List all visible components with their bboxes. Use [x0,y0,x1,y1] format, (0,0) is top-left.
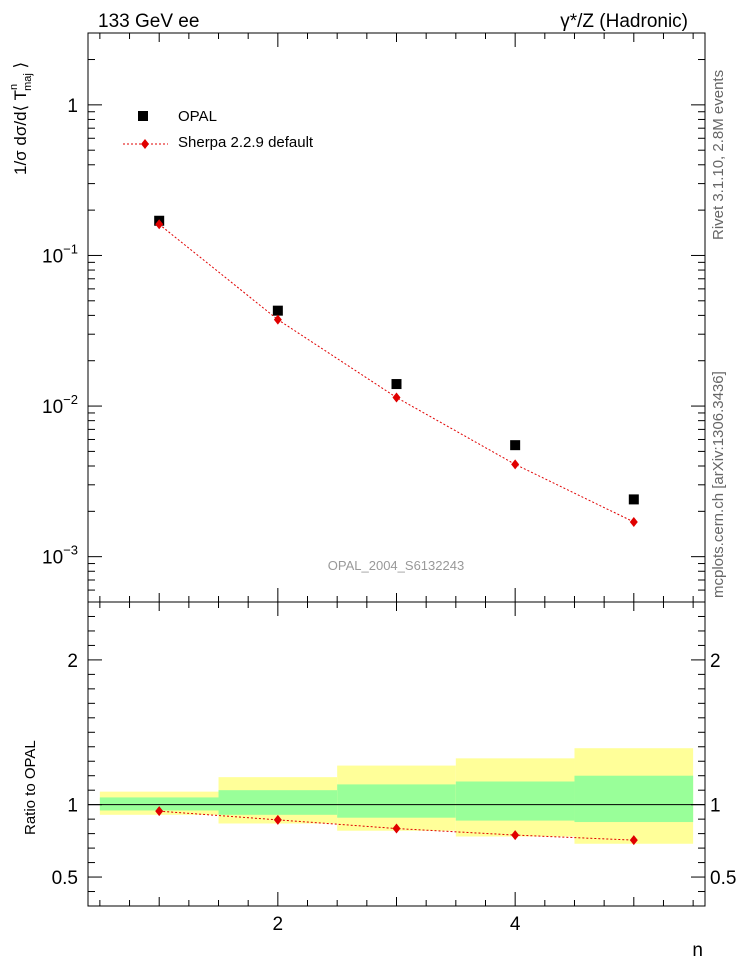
main-points [154,215,639,527]
ratio-point-sherpa [511,830,520,841]
band-inner [455,781,575,821]
data-point-sherpa [392,392,401,403]
ratio-xtick-label: 2 [273,914,284,935]
rivet-label: Rivet 3.1.10, 2.8M events [710,70,727,240]
band-inner [574,775,694,823]
ratio-xtick-label: 4 [510,914,521,935]
main-ytick-label: 1 [67,96,78,117]
data-point-opal [510,440,521,451]
mcplots-label: mcplots.cern.ch [arXiv:1306.3436] [710,371,727,598]
main-panel: 1 10−1 10−2 10−3 OPAL_2004_S6132243 OPAL Sh… [42,32,706,603]
ratio-ytick-label-right: 1 [710,796,721,817]
main-ylabel: 1/σ dσ/d⟨ Tn maj ⟩ [8,62,34,175]
ratio-point-sherpa [392,823,401,834]
ratio-yticks: 0.5 0.5 1 1 2 2 [52,601,736,893]
ratio-ytick-label-right: 2 [710,651,721,672]
legend-data-label: OPAL [178,108,217,125]
band-inner [337,784,456,818]
ratio-ylabel: Ratio to OPAL [22,740,39,835]
band-inner [218,790,338,815]
header-left: 133 GeV ee [98,11,199,32]
ratio-point-sherpa [629,835,638,846]
main-ytick-label: 10−1 [42,241,78,267]
main-xticks [99,33,694,602]
mc-line-main [158,223,635,523]
band-inner [99,797,219,811]
data-point-opal [391,379,402,390]
data-point-sherpa [155,219,164,230]
main-yticks: 1 10−1 10−2 10−3 [42,32,705,603]
ratio-bands [99,748,694,844]
ratio-point-sherpa [155,806,164,817]
legend-mc-marker [141,139,149,149]
watermark: OPAL_2004_S6132243 [328,558,464,573]
main-ytick-label: 10−3 [42,543,78,569]
ratio-ytick-label-right: 0.5 [710,868,736,889]
main-ytick-label: 10−2 [42,392,78,418]
ratio-ytick-label: 1 [67,796,78,817]
legend: OPAL Sherpa 2.2.9 default [123,108,314,151]
data-point-sherpa [629,516,638,527]
ratio-ytick-label: 2 [67,651,78,672]
data-point-opal [272,305,283,316]
legend-mc-label: Sherpa 2.2.9 default [178,134,314,151]
header-right: γ*/Z (Hadronic) [560,11,688,32]
ratio-point-sherpa [273,814,282,825]
data-point-sherpa [511,459,520,470]
legend-data-marker [138,111,148,121]
ratio-points [155,806,638,846]
data-point-sherpa [273,314,282,325]
ratio-ytick-label: 0.5 [52,868,78,889]
data-point-opal [628,494,639,505]
x-axis-label: n [692,940,703,961]
